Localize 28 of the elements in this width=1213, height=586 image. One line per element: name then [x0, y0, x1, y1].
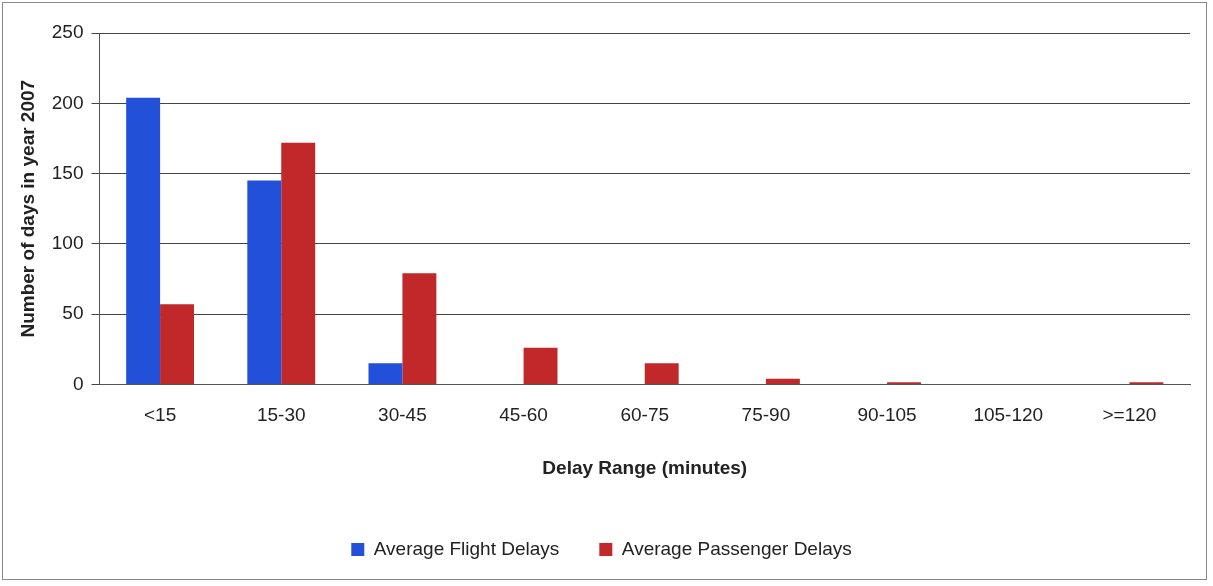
- legend-label: Average Flight Delays: [373, 537, 560, 559]
- x-tick-label: 105-120: [973, 404, 1044, 426]
- x-tick-label: <15: [143, 404, 177, 426]
- bar: [160, 304, 195, 384]
- bar: [126, 97, 161, 384]
- y-tick-label: 200: [51, 91, 84, 113]
- bar: [368, 363, 403, 384]
- x-tick-label: 30-45: [378, 404, 427, 426]
- bar: [765, 378, 800, 384]
- y-tick-label: 150: [51, 161, 84, 183]
- x-tick-label: 60-75: [620, 404, 670, 426]
- x-tick-label: 15-30: [256, 404, 306, 426]
- y-tick-label: 250: [51, 21, 84, 43]
- bar: [402, 273, 437, 384]
- x-tick-label: 75-90: [741, 404, 791, 426]
- bar: [281, 142, 316, 384]
- x-tick-label: >=120: [1102, 404, 1157, 426]
- y-axis-title: Number of days in year 2007: [16, 79, 38, 338]
- bar: [247, 180, 282, 384]
- y-tick-label: 0: [72, 372, 84, 394]
- y-tick-label: 50: [62, 302, 84, 324]
- y-tick-label: 100: [51, 232, 84, 254]
- bar: [523, 347, 558, 384]
- bar: [644, 363, 679, 384]
- legend-label: Average Passenger Delays: [621, 537, 852, 559]
- x-tick-label: 45-60: [499, 404, 548, 426]
- x-tick-label: 90-105: [857, 404, 917, 426]
- x-axis-title: Delay Range (minutes): [542, 456, 748, 478]
